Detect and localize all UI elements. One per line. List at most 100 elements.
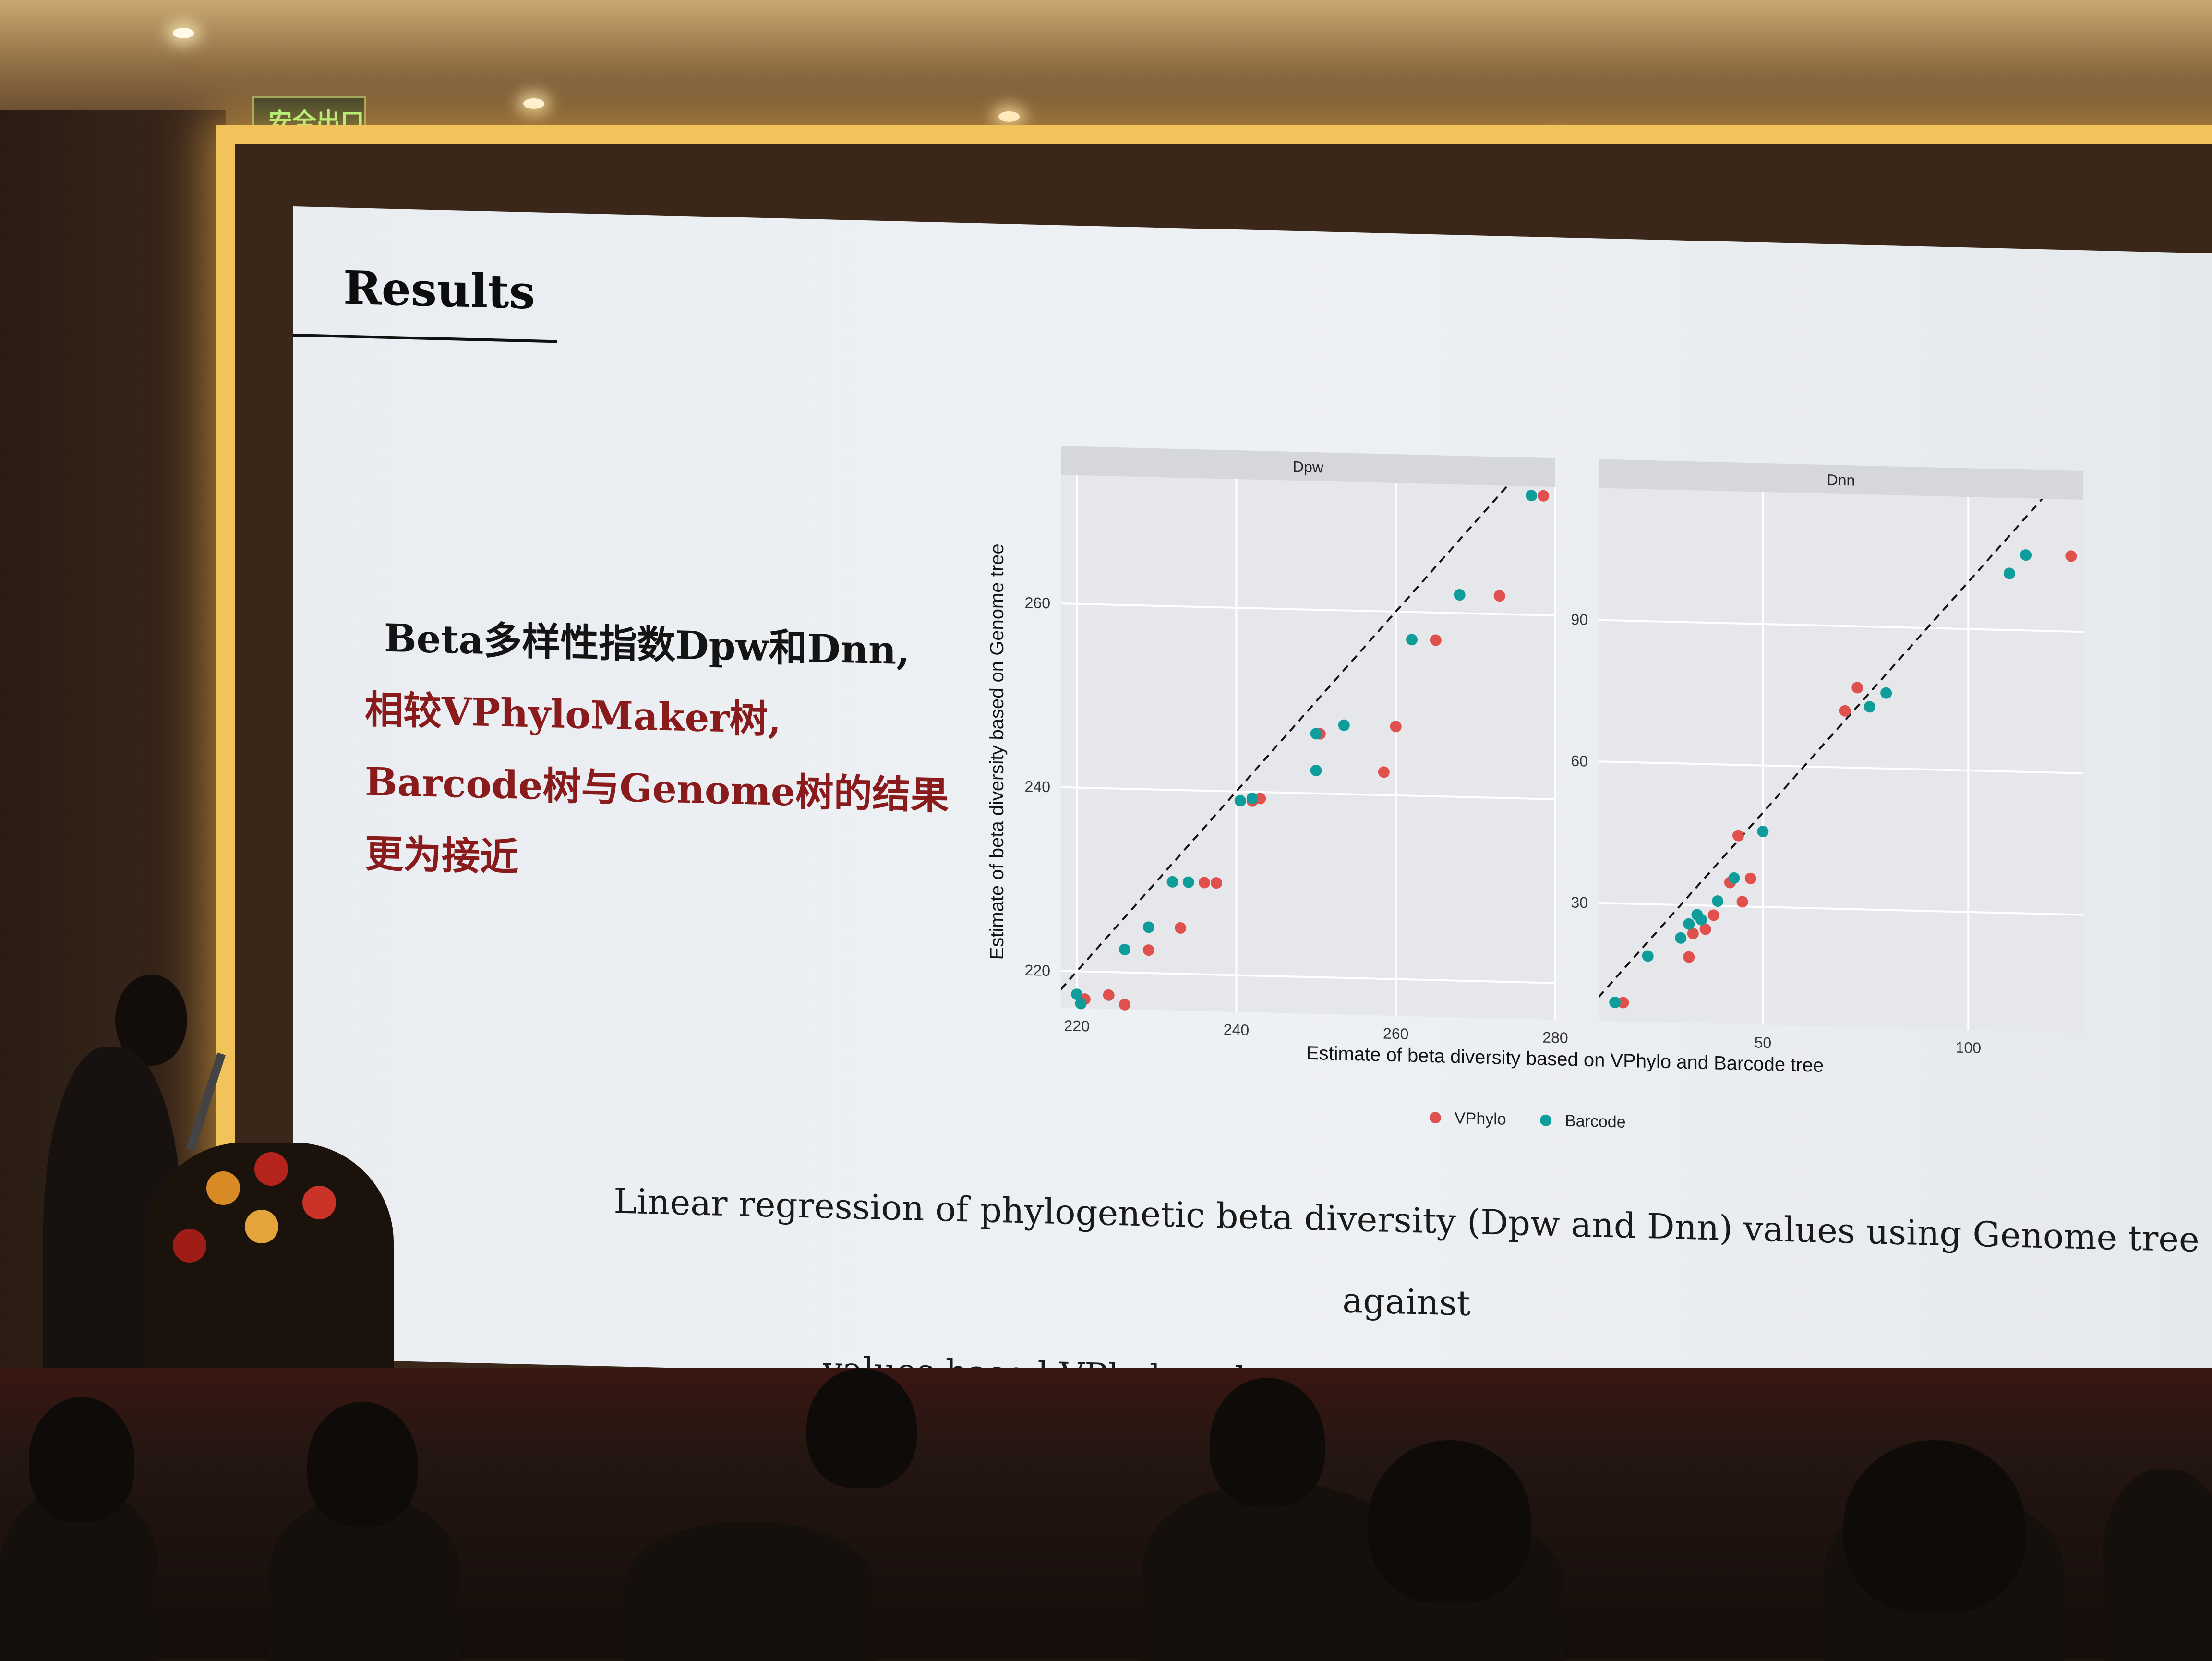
data-point-vphylo <box>1744 872 1756 884</box>
x-axis-label: Estimate of beta diversity based on VPhy… <box>1306 1043 1824 1076</box>
data-point-barcode <box>2020 549 2032 561</box>
data-point-vphylo <box>1142 944 1154 956</box>
data-point-vphylo <box>2065 550 2077 562</box>
data-point-vphylo <box>1430 634 1442 646</box>
data-point-barcode <box>1695 914 1707 926</box>
data-point-barcode <box>1454 589 1466 601</box>
x-tick-label: 220 <box>1064 1017 1090 1035</box>
grid-line-y <box>1599 902 2083 916</box>
legend-swatch-vphylo <box>1430 1112 1441 1124</box>
data-point-barcode <box>1075 998 1087 1010</box>
regression-chart: Dpw 220 240 260 280 220 240 260 Dnn 50 100 30 60 90 Es… <box>986 446 2083 1131</box>
y-axis-label: Estimate of beta diversity based on Geno… <box>986 543 1008 960</box>
audience-head <box>806 1368 917 1488</box>
data-point-vphylo <box>1103 989 1115 1001</box>
audience-head <box>1843 1440 2026 1613</box>
audience-head <box>1368 1440 1531 1603</box>
panel-strip <box>1061 446 1555 487</box>
title-underline <box>293 334 557 343</box>
data-point-barcode <box>1609 997 1621 1009</box>
grid-line-y <box>1599 619 2083 633</box>
data-point-vphylo <box>1732 830 1744 842</box>
y-tick-label: 260 <box>1025 594 1050 612</box>
data-point-barcode <box>1182 876 1194 888</box>
grid-line-y <box>1599 760 2083 774</box>
flower-decoration <box>173 1229 206 1263</box>
audience <box>0 1368 2212 1661</box>
data-point-barcode <box>1338 719 1350 731</box>
projection-screen: Results Beta多样性指数Dpw和Dnn, 相较VPhyloMaker树… <box>293 206 2212 1418</box>
data-point-barcode <box>1526 490 1538 502</box>
legend-swatch-barcode <box>1540 1114 1551 1126</box>
data-point-vphylo <box>1199 877 1211 889</box>
x-tick-label: 100 <box>1956 1039 1981 1057</box>
data-point-vphylo <box>1617 997 1629 1009</box>
data-point-vphylo <box>1175 922 1187 934</box>
data-point-vphylo <box>1210 877 1222 889</box>
data-point-vphylo <box>1390 721 1402 733</box>
data-point-barcode <box>1880 687 1892 699</box>
x-tick-label: 260 <box>1383 1025 1408 1043</box>
data-point-barcode <box>2003 567 2015 579</box>
data-point-vphylo <box>1493 590 1505 602</box>
data-point-vphylo <box>1683 951 1695 963</box>
slide-title: Results <box>343 260 535 320</box>
flower-decoration <box>206 1171 240 1205</box>
legend-label-barcode: Barcode <box>1565 1112 1626 1131</box>
data-point-barcode <box>1246 792 1258 804</box>
data-point-barcode <box>1310 728 1322 740</box>
data-point-vphylo <box>1699 923 1711 935</box>
y-tick-label: 60 <box>1571 752 1588 770</box>
data-point-barcode <box>1118 943 1130 955</box>
data-point-barcode <box>1406 634 1418 646</box>
audience-head <box>1210 1378 1325 1507</box>
data-point-barcode <box>1071 988 1083 1000</box>
data-point-vphylo <box>1254 793 1266 805</box>
x-tick-label: 280 <box>1542 1029 1568 1047</box>
data-point-barcode <box>1712 895 1724 907</box>
legend-label-vphylo: VPhylo <box>1455 1109 1506 1129</box>
data-point-vphylo <box>1118 999 1130 1011</box>
summary-line-2: 相较VPhyloMaker树, <box>365 686 781 742</box>
data-point-vphylo <box>1851 682 1863 694</box>
grid-line-y <box>1061 970 1555 984</box>
y-tick-label: 30 <box>1571 893 1588 911</box>
data-point-vphylo <box>1707 909 1719 921</box>
panel-strip <box>1599 459 2083 500</box>
panel-title: Dnn <box>1827 471 1855 489</box>
audience-head <box>29 1397 134 1522</box>
ceiling-light <box>173 28 194 38</box>
data-point-barcode <box>1675 932 1687 944</box>
flower-decoration <box>302 1186 336 1219</box>
grid-line-y <box>1061 602 1555 617</box>
x-tick-label: 50 <box>1755 1034 1772 1051</box>
data-point-vphylo <box>1687 927 1699 939</box>
ceiling-light <box>523 98 544 109</box>
audience-member <box>2103 1469 2212 1661</box>
grid-line-y <box>1061 786 1555 800</box>
data-point-barcode <box>1310 764 1322 776</box>
data-point-barcode <box>1863 701 1875 713</box>
y-tick-label: 220 <box>1025 962 1050 979</box>
reference-line <box>1599 498 2043 998</box>
ceiling-light <box>998 111 1020 122</box>
data-point-vphylo <box>1378 766 1390 778</box>
data-point-vphylo <box>1839 705 1851 717</box>
data-point-barcode <box>1642 950 1654 962</box>
data-point-vphylo <box>1538 490 1550 502</box>
summary-line-1: Beta多样性指数Dpw和Dnn, <box>384 615 910 674</box>
audience-member <box>624 1522 874 1661</box>
audience-head <box>307 1402 418 1527</box>
y-tick-label: 90 <box>1571 611 1588 628</box>
x-tick-label: 240 <box>1224 1021 1249 1038</box>
reference-line <box>1061 485 1508 990</box>
data-point-barcode <box>1757 826 1769 838</box>
data-point-barcode <box>1728 872 1740 884</box>
data-point-barcode <box>1166 876 1178 888</box>
flower-decoration <box>245 1210 278 1243</box>
flower-decoration <box>254 1152 288 1186</box>
panel-title: Dpw <box>1293 458 1324 476</box>
data-point-barcode <box>1234 795 1246 807</box>
podium <box>144 1143 394 1392</box>
panel-background <box>1061 475 1555 1020</box>
